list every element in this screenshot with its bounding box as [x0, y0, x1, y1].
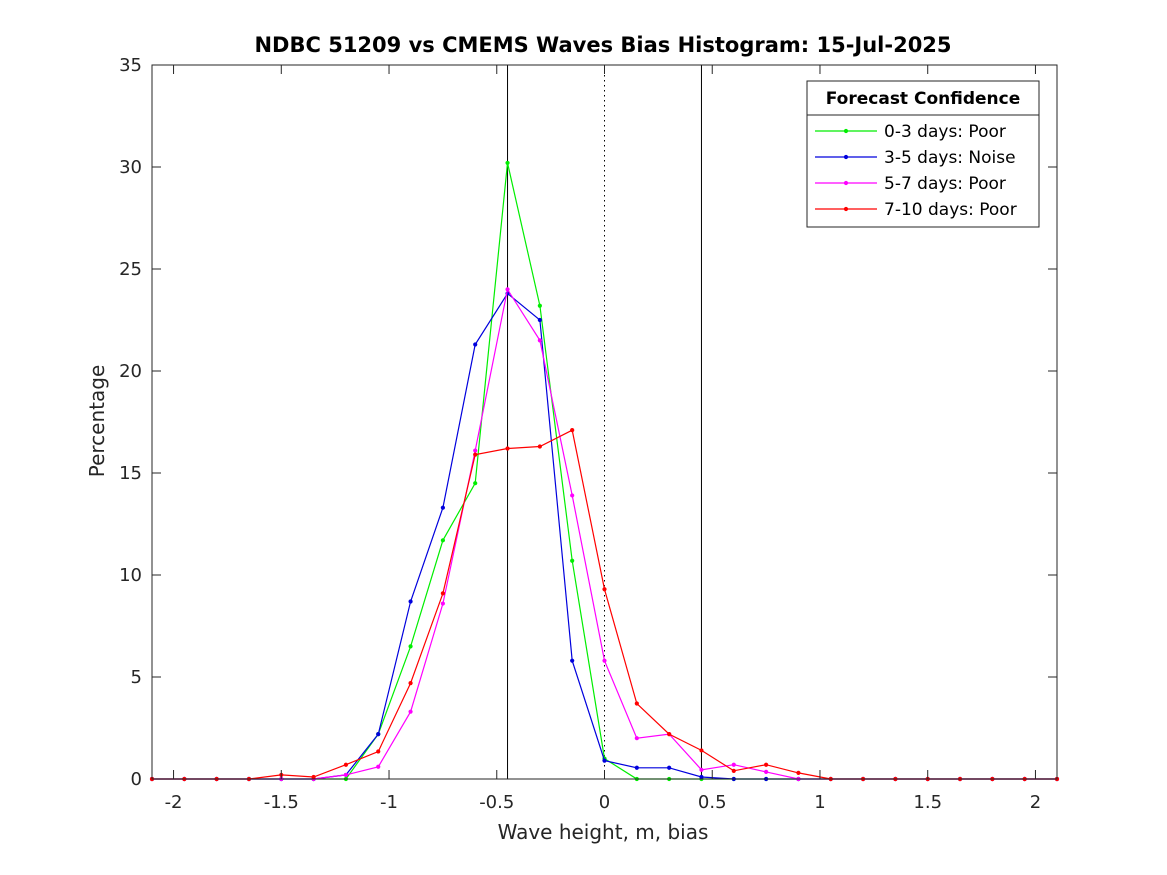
y-tick-label: 5 — [131, 667, 142, 688]
data-point — [440, 601, 445, 606]
data-point — [570, 493, 575, 498]
x-tick-label: 1.5 — [913, 792, 942, 813]
data-point — [667, 765, 672, 770]
x-tick-label: -1.5 — [264, 792, 299, 813]
legend-item-label: 3-5 days: Noise — [884, 148, 1016, 168]
legend-marker — [843, 206, 849, 212]
legend-title: Forecast Confidence — [826, 89, 1021, 109]
data-point — [311, 774, 316, 780]
data-point — [343, 762, 349, 767]
legend-marker — [843, 180, 849, 186]
x-tick-label: 1 — [814, 792, 825, 813]
data-point — [505, 446, 510, 451]
data-point — [570, 428, 575, 433]
data-point — [537, 444, 542, 449]
chart-title: NDBC 51209 vs CMEMS Waves Bias Histogram… — [254, 33, 951, 57]
data-point — [473, 452, 478, 457]
legend-marker — [843, 154, 849, 160]
x-tick-label: 0.5 — [698, 792, 727, 813]
data-point — [440, 591, 445, 596]
y-tick-label: 15 — [119, 463, 142, 484]
legend-item-label: 7-10 days: Poor — [884, 200, 1017, 220]
x-axis-label: Wave height, m, bias — [498, 820, 709, 844]
data-point — [731, 762, 736, 767]
data-point — [764, 762, 769, 767]
data-point — [408, 709, 413, 714]
data-point — [667, 732, 672, 737]
y-tick-label: 0 — [131, 769, 142, 790]
data-point — [731, 768, 736, 773]
data-point — [537, 338, 542, 343]
legend: Forecast Confidence 0-3 days: Poor 3-5 da… — [806, 80, 1040, 228]
data-point — [473, 481, 478, 486]
data-point — [634, 701, 639, 706]
x-tick-label: -2 — [165, 792, 183, 813]
data-point — [602, 587, 607, 592]
data-point — [376, 764, 381, 769]
data-point — [440, 505, 445, 510]
legend-marker — [843, 128, 849, 134]
data-point — [505, 160, 510, 166]
data-point — [602, 758, 607, 763]
legend-box — [806, 80, 1040, 228]
data-point — [505, 287, 510, 292]
data-point — [796, 770, 801, 775]
data-point — [602, 658, 607, 663]
data-point — [699, 748, 704, 753]
data-point — [699, 774, 704, 780]
data-point — [699, 767, 704, 772]
data-point — [343, 772, 349, 778]
data-point — [408, 681, 413, 686]
y-tick-label: 30 — [119, 157, 142, 178]
y-tick-label: 35 — [119, 55, 142, 76]
x-tick-label: 2 — [1030, 792, 1041, 813]
data-point — [376, 749, 381, 754]
data-point — [570, 558, 575, 563]
data-point — [764, 769, 769, 774]
data-point — [408, 644, 413, 649]
x-tick-label: 0 — [599, 792, 610, 813]
data-point — [537, 317, 542, 323]
legend-item-label: 5-7 days: Poor — [884, 174, 1006, 194]
y-axis-label: Percentage — [85, 365, 109, 478]
data-point — [376, 732, 381, 737]
data-point — [408, 599, 413, 604]
y-tick-label: 20 — [119, 361, 142, 382]
data-point — [634, 736, 639, 741]
data-point — [440, 538, 445, 543]
data-point — [473, 342, 478, 347]
data-point — [473, 448, 478, 453]
x-tick-label: -1 — [380, 792, 398, 813]
data-point — [570, 658, 575, 663]
y-tick-label: 25 — [119, 259, 142, 280]
data-point — [634, 765, 639, 770]
x-tick-label: -0.5 — [479, 792, 514, 813]
data-point — [537, 303, 542, 308]
legend-item-label: 0-3 days: Poor — [884, 122, 1006, 142]
y-tick-label: 10 — [119, 565, 142, 586]
